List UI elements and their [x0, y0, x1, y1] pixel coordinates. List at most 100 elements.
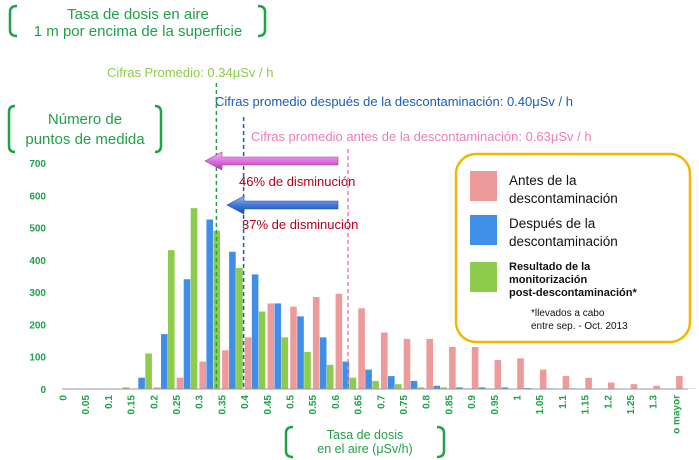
bar-post	[190, 208, 198, 389]
bar-before	[585, 377, 592, 389]
bar-post	[372, 380, 379, 389]
bar-after	[501, 387, 509, 389]
bar-post	[168, 250, 175, 389]
x-tick-label: 0.45	[263, 395, 274, 415]
chart-title: Tasa de dosis en aire 1 m por encima de …	[8, 4, 267, 40]
x-tick-label: 0.8	[422, 395, 433, 409]
y-axis-title-line1: Número de	[48, 111, 122, 128]
x-tick-label: 1.25	[626, 395, 637, 415]
bar-before	[312, 296, 320, 389]
reduction-46-label: 46% de disminución	[239, 174, 355, 189]
legend-before-line2: descontaminación	[509, 191, 618, 206]
bar-post	[440, 387, 447, 389]
x-tick-label: 0.1	[104, 395, 115, 409]
x-tick-label: 0.65	[354, 395, 365, 415]
reduction-46-arrow	[204, 151, 339, 171]
bar-post	[304, 351, 311, 389]
bar-after	[251, 274, 259, 389]
x-tick-label: 0.25	[172, 395, 183, 415]
bar-before	[653, 385, 660, 389]
y-tick-label: 0	[40, 385, 46, 396]
bar-post	[258, 311, 266, 389]
bar-before	[154, 387, 161, 389]
y-tick-label: 300	[29, 288, 46, 299]
bar-before	[608, 382, 615, 389]
legend-box	[454, 152, 692, 344]
legend-before-line1: Antes de la	[509, 173, 577, 188]
x-tick-label: 0	[59, 395, 70, 401]
y-tick-label: 400	[29, 256, 46, 267]
bar-after	[319, 337, 327, 389]
bar-after	[206, 219, 213, 389]
bar-before	[199, 361, 206, 389]
bar-before	[358, 308, 365, 389]
legend-swatch-before	[470, 171, 497, 201]
legend-after-line2: descontaminación	[509, 234, 618, 249]
bar-before	[494, 359, 502, 389]
y-tick-label: 500	[29, 224, 46, 235]
legend-post-line2: monitorización	[509, 274, 588, 286]
bar-before	[244, 337, 252, 389]
x-tick-label: 1.1	[558, 395, 569, 409]
bar-before	[630, 384, 638, 389]
legend-swatch-post	[470, 262, 497, 292]
bar-before	[676, 376, 683, 389]
bar-post	[281, 337, 289, 389]
x-tick-label: 0.7	[376, 395, 387, 409]
bar-post	[236, 267, 243, 389]
chart-title-line1: Tasa de dosis en aire	[67, 6, 209, 23]
bar-after	[388, 376, 395, 389]
bar-before	[539, 369, 547, 389]
bar-after	[456, 387, 463, 389]
bar-before	[176, 377, 184, 389]
bar-before	[335, 293, 343, 389]
legend-note-line2: entre sep. - Oct. 2013	[531, 321, 628, 332]
bar-before	[517, 358, 524, 389]
x-axis-ticks: 0 0.05 0.1 0.15 0.2 0.25 0.3 0.35 0.4 0.45 0.5 0.55…	[59, 395, 683, 434]
x-tick-label: o mayor	[671, 395, 682, 434]
bar-before	[403, 338, 411, 389]
y-axis-ticks: 0 100 200 300 400 500 600 700	[29, 159, 46, 396]
bar-before	[267, 303, 275, 389]
bar-before	[562, 376, 570, 389]
bar-after	[274, 303, 282, 389]
bar-after	[478, 387, 486, 389]
avg-after-label: Cifras promedio después de la descontami…	[215, 94, 573, 109]
y-tick-label: 700	[29, 159, 46, 170]
chart-title-line2: 1 m por encima de la superficie	[34, 23, 242, 40]
bar-post	[395, 384, 402, 389]
bar-post	[349, 377, 357, 389]
bar-after	[297, 316, 304, 389]
bar-after	[183, 279, 191, 389]
legend-post-line3: post-descontaminación*	[509, 287, 637, 299]
bar-before	[381, 332, 388, 389]
bar-post	[145, 353, 152, 389]
legend-note-line1: *llevados a cabo	[531, 308, 605, 319]
reduction-37-arrow	[226, 195, 339, 215]
y-tick-label: 100	[29, 353, 46, 364]
avg-post-label: Cifras Promedio: 0.34μSv / h	[107, 65, 273, 80]
legend-swatch-after	[470, 215, 497, 245]
bar-before	[449, 347, 456, 389]
x-axis-title: Tasa de dosis en el aire (μSv/h)	[284, 425, 446, 459]
x-tick-label: 1.15	[581, 395, 592, 415]
bar-before	[426, 338, 433, 389]
x-tick-label: 0.6	[331, 395, 342, 409]
y-axis-title-line2: puntos de medida	[25, 131, 145, 148]
x-tick-label: 0.75	[399, 395, 410, 415]
bar-before	[222, 350, 229, 389]
bar-after	[433, 385, 440, 389]
bar-post	[122, 387, 130, 389]
x-tick-label: 0.95	[490, 395, 501, 415]
x-tick-label: 0.4	[240, 395, 251, 409]
x-tick-label: 1.05	[535, 395, 546, 415]
x-tick-label: 0.15	[127, 395, 138, 415]
x-axis-title-line1: Tasa de dosis	[327, 428, 403, 442]
avg-before-label: Cifras promedio antes de la descontamina…	[251, 129, 592, 144]
x-tick-label: 0.55	[308, 395, 319, 415]
bar-after	[161, 334, 168, 389]
y-tick-label: 600	[29, 191, 46, 202]
bar-before	[290, 306, 297, 389]
bar-after	[138, 377, 145, 389]
x-tick-label: 1	[513, 395, 524, 401]
